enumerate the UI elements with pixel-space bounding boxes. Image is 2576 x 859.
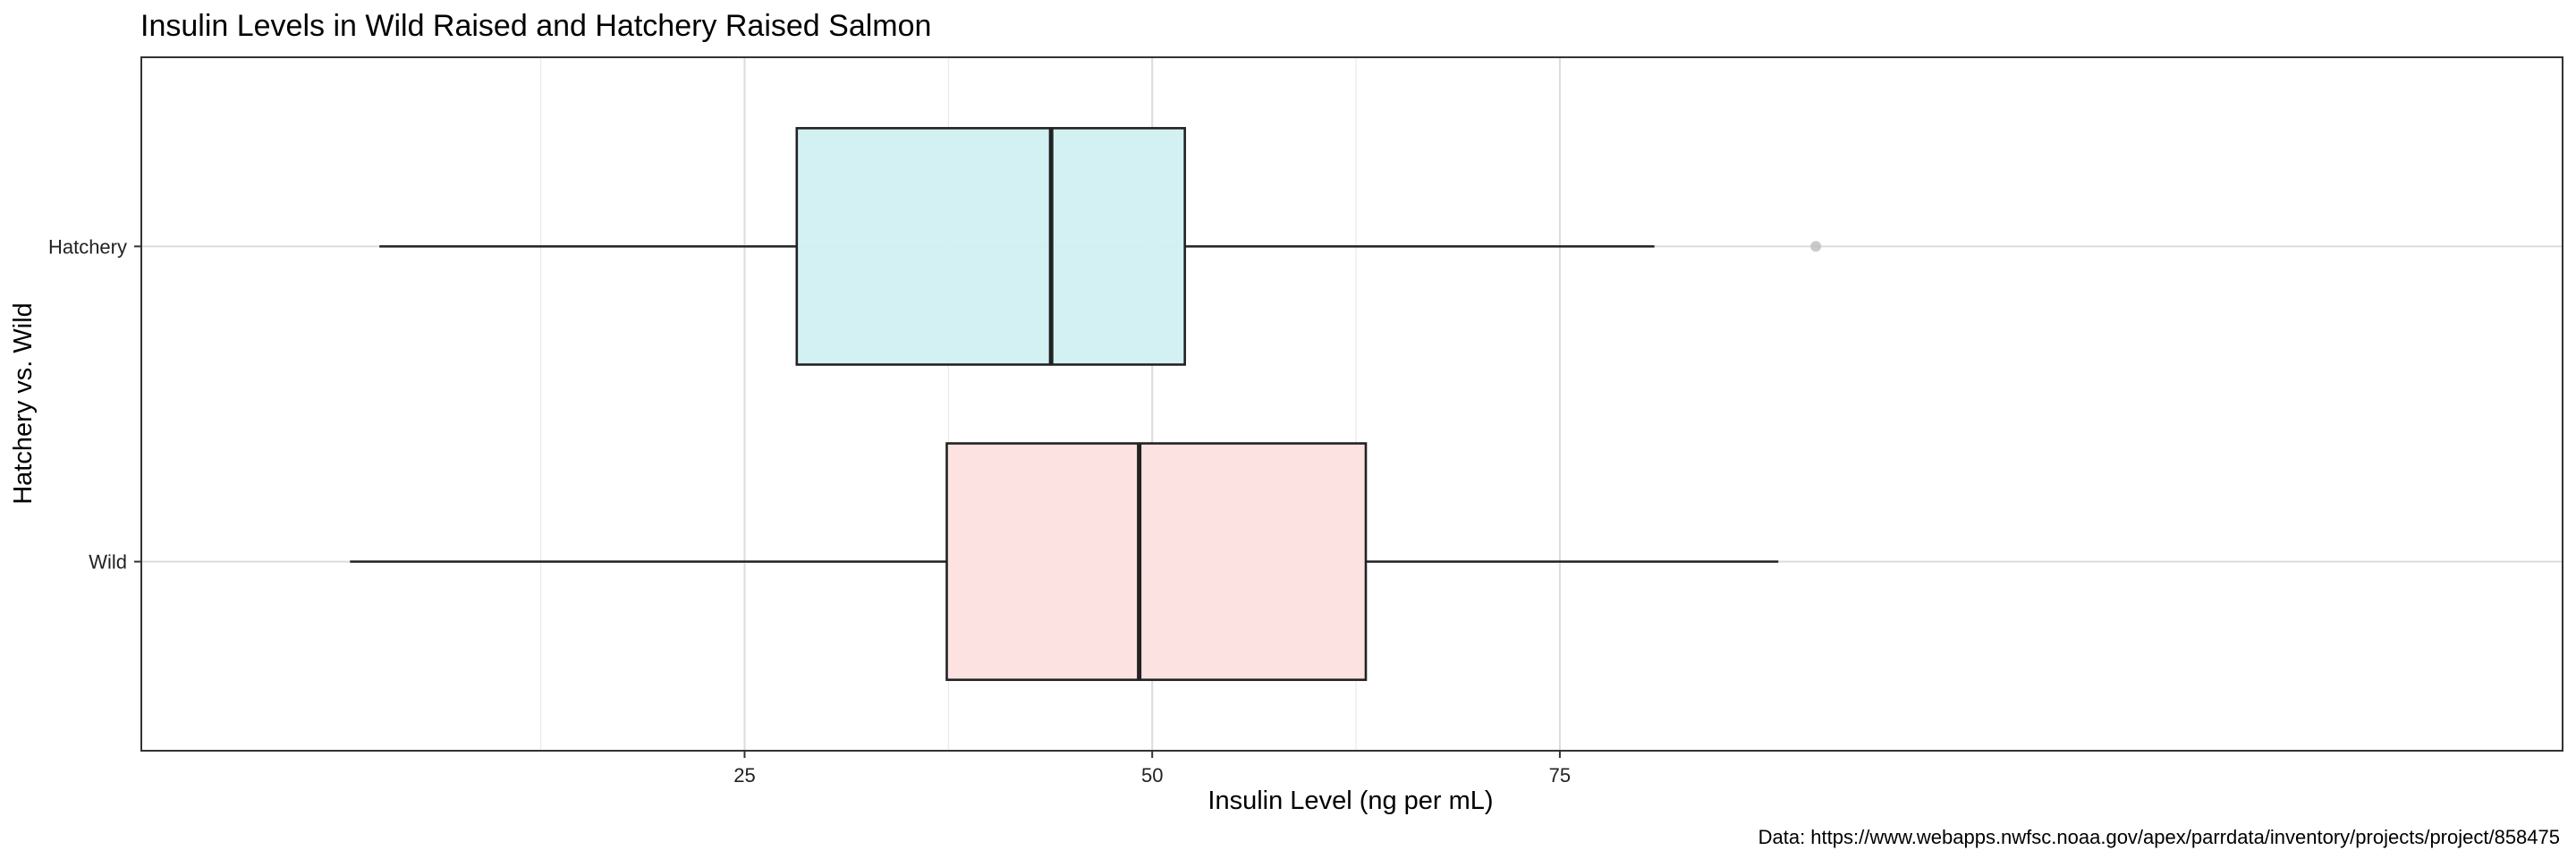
x-axis-title: Insulin Level (ng per mL) <box>1208 787 1493 815</box>
box-hatchery <box>379 126 1822 366</box>
iqr-box <box>945 442 1368 682</box>
outlier-point <box>1810 241 1822 252</box>
chart-title: Insulin Levels in Wild Raised and Hatche… <box>140 9 931 43</box>
x-axis-ticks: 25 50 75 <box>733 751 1571 787</box>
y-tick-label-hatchery: Hatchery <box>48 235 127 258</box>
y-axis-ticks: Hatchery Wild <box>48 235 141 574</box>
plot-panel-border <box>140 56 2563 752</box>
iqr-box <box>795 126 1186 366</box>
box-wild <box>350 442 1779 682</box>
x-tick-label: 50 <box>1141 764 1163 787</box>
box-plots <box>350 126 1822 682</box>
y-axis-title: Hatchery vs. Wild <box>9 302 38 505</box>
data-source-caption: Data: https://www.webapps.nwfsc.noaa.gov… <box>1758 826 2560 848</box>
x-tick-label: 25 <box>733 764 755 787</box>
y-tick-label-wild: Wild <box>89 551 127 574</box>
x-tick-label: 75 <box>1549 764 1571 787</box>
